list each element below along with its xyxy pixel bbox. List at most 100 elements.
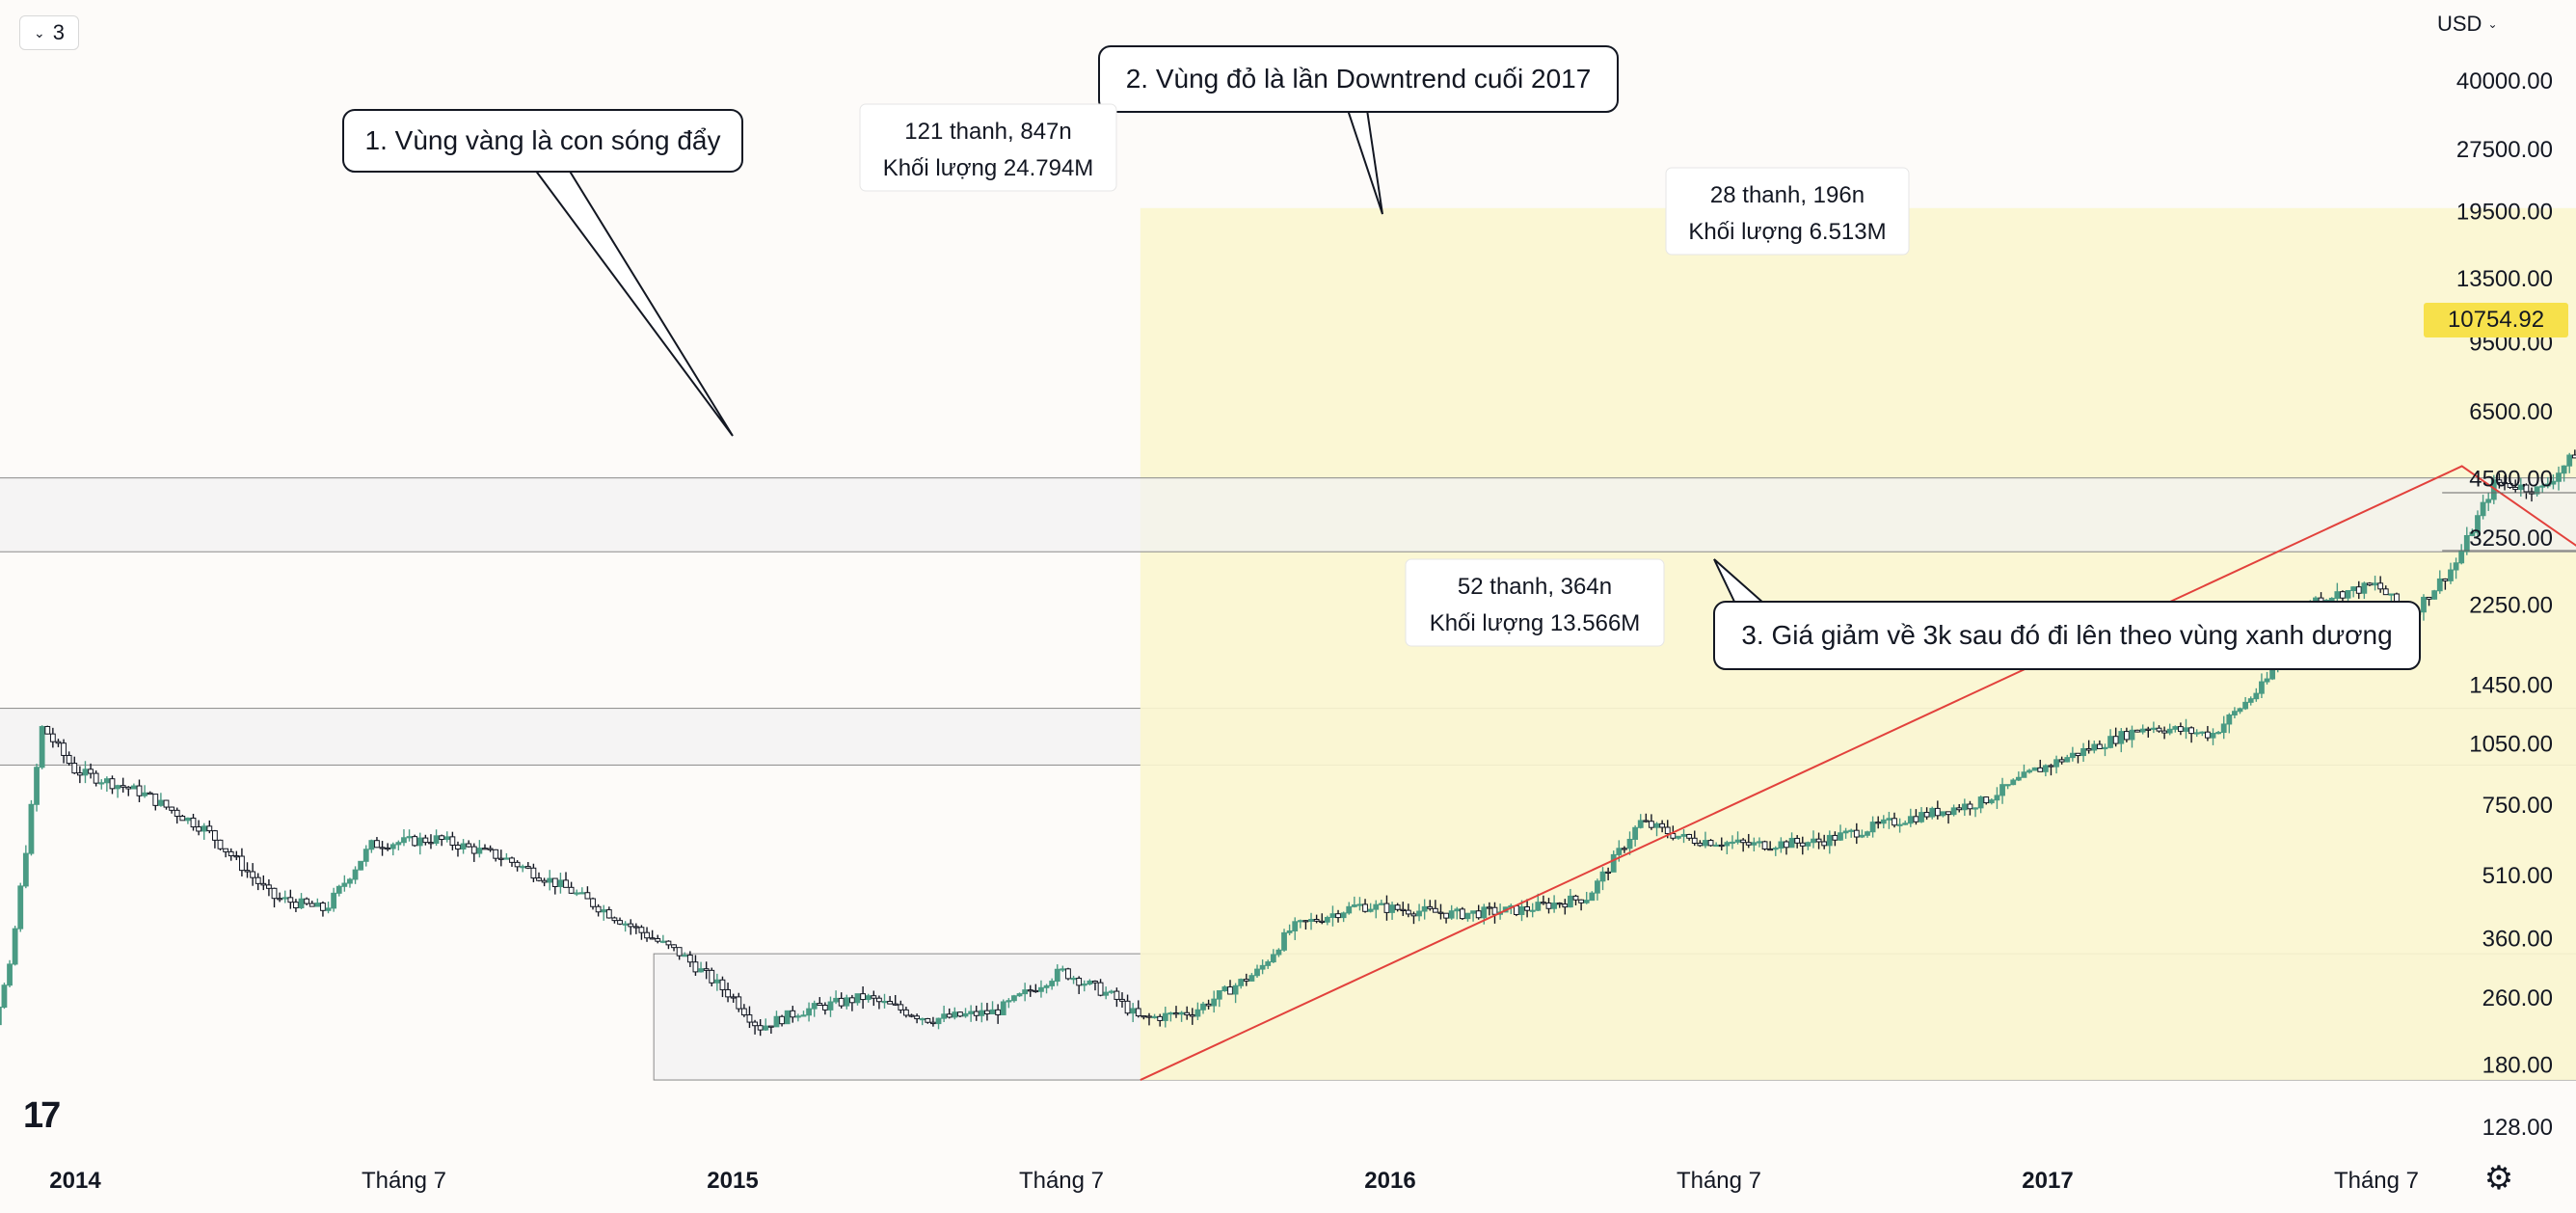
- candle-body: [1324, 916, 1330, 923]
- currency-dropdown[interactable]: USD ⌄: [2437, 12, 2498, 37]
- candle-280: [1459, 906, 1465, 921]
- candle-body: [1994, 795, 2000, 801]
- candle-body: [152, 794, 159, 806]
- candle-body: [1308, 918, 1314, 922]
- candle-body: [223, 848, 229, 852]
- candle-body: [773, 1015, 780, 1028]
- candle-body: [2340, 591, 2346, 599]
- candle-226: [1167, 1011, 1174, 1022]
- candle-72: [335, 884, 342, 897]
- candle-185: [946, 1008, 953, 1019]
- candle-body: [2075, 752, 2081, 757]
- candle-362: [1902, 820, 1909, 825]
- candle-body: [952, 1011, 958, 1018]
- candle-body: [2004, 784, 2011, 787]
- candle-474: [2507, 482, 2513, 489]
- candle-body: [838, 997, 845, 1007]
- candle-136: [682, 952, 688, 957]
- candle-body: [82, 768, 89, 776]
- candle-160: [811, 1000, 818, 1017]
- candle-16: [34, 763, 40, 812]
- candle-302: [1578, 899, 1585, 911]
- gear-icon[interactable]: ⚙: [2483, 1160, 2514, 1197]
- candle-body: [320, 903, 326, 911]
- candle-281: [1464, 912, 1471, 922]
- candle-276: [1437, 903, 1444, 920]
- candle-body: [184, 817, 191, 822]
- candle-413: [2177, 722, 2184, 736]
- candle-150: [757, 1019, 764, 1037]
- candle-body: [1356, 903, 1363, 906]
- candle-15: [28, 799, 35, 856]
- candle-194: [995, 1004, 1002, 1024]
- candle-body: [2372, 582, 2378, 586]
- candle-body: [530, 867, 537, 879]
- candle-body: [1270, 954, 1276, 963]
- candle-403: [2123, 727, 2130, 742]
- candle-body: [1443, 912, 1449, 919]
- candle-155: [784, 1010, 791, 1025]
- candle-body: [142, 792, 148, 796]
- candle-273: [1421, 899, 1428, 920]
- candle-341: [1788, 832, 1795, 849]
- candle-348: [1826, 830, 1833, 854]
- y-tick-label: 19500.00: [2456, 200, 2553, 226]
- candle-274: [1427, 900, 1434, 911]
- annotation-1[interactable]: 1. Vùng vàng là con sóng đẩy: [342, 109, 743, 437]
- candle-body: [1475, 910, 1482, 919]
- candle-29: [103, 776, 110, 793]
- candle-88: [422, 834, 429, 846]
- candle-body: [2118, 731, 2125, 744]
- candle-327: [1713, 842, 1720, 848]
- candle-101: [493, 849, 499, 862]
- candle-body: [1410, 913, 1417, 917]
- candle-body: [611, 917, 618, 922]
- tradingview-logo-icon[interactable]: 17: [23, 1095, 61, 1136]
- candle-258: [1340, 911, 1347, 923]
- candle-body: [2134, 729, 2140, 733]
- y-tick-label: 1050.00: [2469, 732, 2553, 758]
- candle-body: [887, 1001, 894, 1005]
- candle-body: [412, 836, 418, 847]
- candle-170: [865, 993, 872, 1003]
- candle-body: [433, 835, 440, 844]
- candle-body: [1281, 931, 1287, 951]
- candle-292: [1524, 899, 1530, 918]
- candle-body: [2361, 582, 2368, 594]
- candle-body: [1680, 833, 1687, 837]
- candle-body: [503, 857, 510, 860]
- candle-body: [2259, 681, 2265, 694]
- candle-249: [1292, 917, 1299, 940]
- candle-33: [125, 786, 132, 796]
- candle-body: [136, 785, 143, 796]
- candle-53: [233, 850, 240, 861]
- annotation-2[interactable]: 2. Vùng đỏ là lần Downtrend cuối 2017: [1098, 45, 1619, 215]
- candle-body: [865, 995, 872, 1001]
- candle-64: [293, 899, 299, 912]
- candle-body: [628, 923, 634, 928]
- interval-dropdown-button[interactable]: ⌄ 3: [19, 15, 79, 50]
- candle-body: [1416, 910, 1422, 917]
- candle-255: [1324, 915, 1330, 926]
- candle-412: [2172, 725, 2179, 733]
- candle-body: [2210, 733, 2216, 739]
- candle-354: [1859, 829, 1865, 839]
- candle-105: [514, 860, 521, 872]
- candle-390: [2053, 755, 2059, 774]
- candle-36: [142, 785, 148, 798]
- candle-body: [416, 837, 423, 847]
- candle-body: [1853, 829, 1860, 838]
- candle-351: [1842, 827, 1849, 839]
- candle-184: [941, 1005, 948, 1022]
- candle-body: [709, 969, 715, 984]
- candle-body: [66, 754, 72, 765]
- annotation-3[interactable]: 3. Giá giảm về 3k sau đó đi lên theo vùn…: [1713, 558, 2421, 670]
- candle-body: [1389, 904, 1395, 913]
- candle-206: [1060, 965, 1066, 973]
- candle-164: [833, 990, 839, 1005]
- candle-24: [76, 766, 83, 784]
- candle-103: [503, 852, 510, 860]
- candle-body: [1869, 822, 1876, 833]
- candle-235: [1216, 990, 1222, 1008]
